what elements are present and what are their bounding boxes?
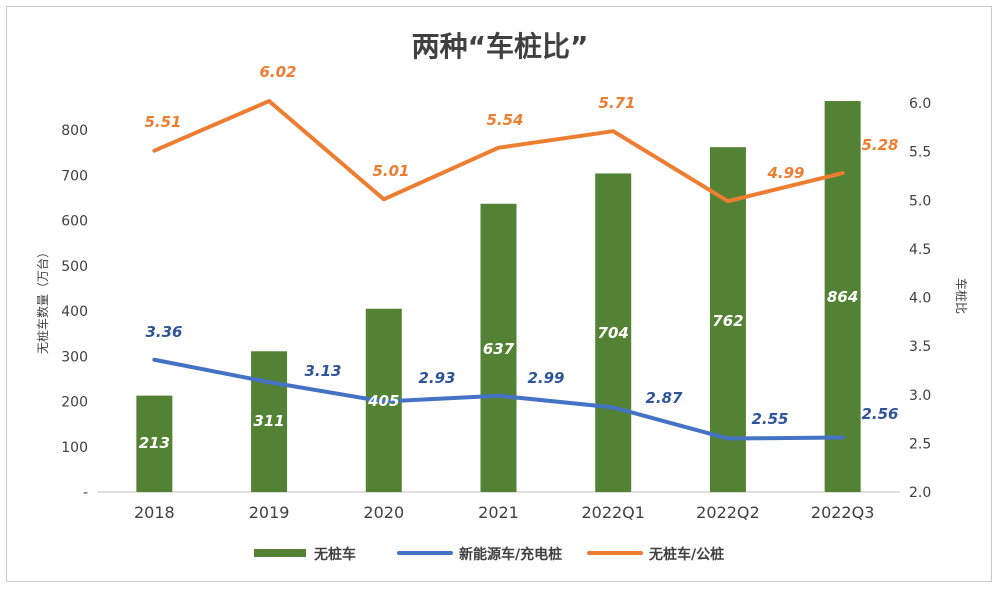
line-data-label: 2.93 xyxy=(418,369,455,387)
chart-title: 两种“车桩比” xyxy=(412,30,589,63)
bar xyxy=(595,173,632,492)
legend: 无桩车 新能源车/充电桩 无桩车/公桩 xyxy=(254,546,724,563)
left-tick-label: 800 xyxy=(61,123,88,139)
left-tick-label: 700 xyxy=(61,168,88,184)
line-data-label: 5.71 xyxy=(598,94,635,112)
x-tick-label: 2022Q1 xyxy=(581,503,645,522)
line-data-label: 3.13 xyxy=(304,362,341,380)
bar-data-label: 864 xyxy=(827,288,858,306)
x-axis-ticks: 2018 2019 2020 2021 2022Q1 2022Q2 2022Q3 xyxy=(134,503,874,522)
left-axis-label: 无桩车数量（万台） xyxy=(35,246,50,354)
left-tick-label: - xyxy=(83,485,88,501)
line-series xyxy=(152,99,845,441)
legend-label: 无桩车 xyxy=(313,546,356,563)
line-data-label: 6.02 xyxy=(259,63,296,81)
line-data-label: 5.01 xyxy=(372,162,409,180)
line-data-label: 4.99 xyxy=(766,164,804,182)
line-data-label: 2.87 xyxy=(645,389,683,407)
left-axis-ticks: - 100 200 300 400 500 600 700 800 xyxy=(61,123,88,501)
left-tick-label: 500 xyxy=(61,259,88,275)
right-axis-ticks: 2.0 2.5 3.0 3.5 4.0 4.5 5.0 5.5 6.0 xyxy=(909,96,931,501)
line-data-label: 2.55 xyxy=(751,410,788,428)
x-tick-label: 2019 xyxy=(249,503,290,522)
bar xyxy=(824,101,861,492)
left-tick-label: 100 xyxy=(61,440,88,456)
legend-swatch xyxy=(254,549,306,557)
right-tick-label: 4.0 xyxy=(909,291,931,307)
bar-series xyxy=(136,101,861,492)
right-tick-label: 6.0 xyxy=(909,96,931,112)
bar-data-label: 405 xyxy=(367,392,399,410)
bar xyxy=(251,351,288,492)
right-tick-label: 3.5 xyxy=(909,339,931,355)
right-tick-label: 2.5 xyxy=(909,436,931,452)
x-tick-label: 2021 xyxy=(478,503,519,522)
bar xyxy=(480,203,517,492)
series-line-ev-per-charger xyxy=(152,357,845,441)
legend-label: 新能源车/充电桩 xyxy=(459,546,562,563)
left-tick-label: 600 xyxy=(61,214,88,230)
line-data-label: 2.99 xyxy=(527,369,564,387)
right-tick-label: 5.5 xyxy=(909,145,931,161)
bar-data-label: 213 xyxy=(139,434,170,452)
right-tick-label: 5.0 xyxy=(909,193,931,209)
data-labels: 213 311 405 637 704 762 864 3.36 3.13 2.93 2.99 2.8… xyxy=(139,63,899,452)
legend-label: 无桩车/公桩 xyxy=(648,546,724,563)
bar-data-label: 311 xyxy=(253,412,284,430)
line-data-label: 5.28 xyxy=(861,136,898,154)
bar-data-label: 637 xyxy=(483,340,515,358)
bar-data-label: 704 xyxy=(598,324,629,342)
x-tick-label: 2022Q2 xyxy=(696,503,760,522)
series-line-no-pile-per-public xyxy=(152,99,845,204)
bar xyxy=(136,395,173,492)
right-axis-label: 车桩比 xyxy=(954,278,969,314)
x-tick-label: 2018 xyxy=(134,503,175,522)
left-tick-label: 400 xyxy=(61,304,88,320)
left-tick-label: 200 xyxy=(61,395,88,411)
right-tick-label: 2.0 xyxy=(909,485,931,501)
right-tick-label: 4.5 xyxy=(909,242,931,258)
x-tick-label: 2020 xyxy=(363,503,404,522)
line-data-label: 5.54 xyxy=(486,111,523,129)
x-tick-label: 2022Q3 xyxy=(811,503,875,522)
bar-data-label: 762 xyxy=(712,312,743,330)
right-tick-label: 3.0 xyxy=(909,388,931,404)
line-data-label: 2.56 xyxy=(861,405,898,423)
left-tick-label: 300 xyxy=(61,349,88,365)
line-data-label: 3.36 xyxy=(145,323,182,341)
line-data-label: 5.51 xyxy=(144,113,181,131)
